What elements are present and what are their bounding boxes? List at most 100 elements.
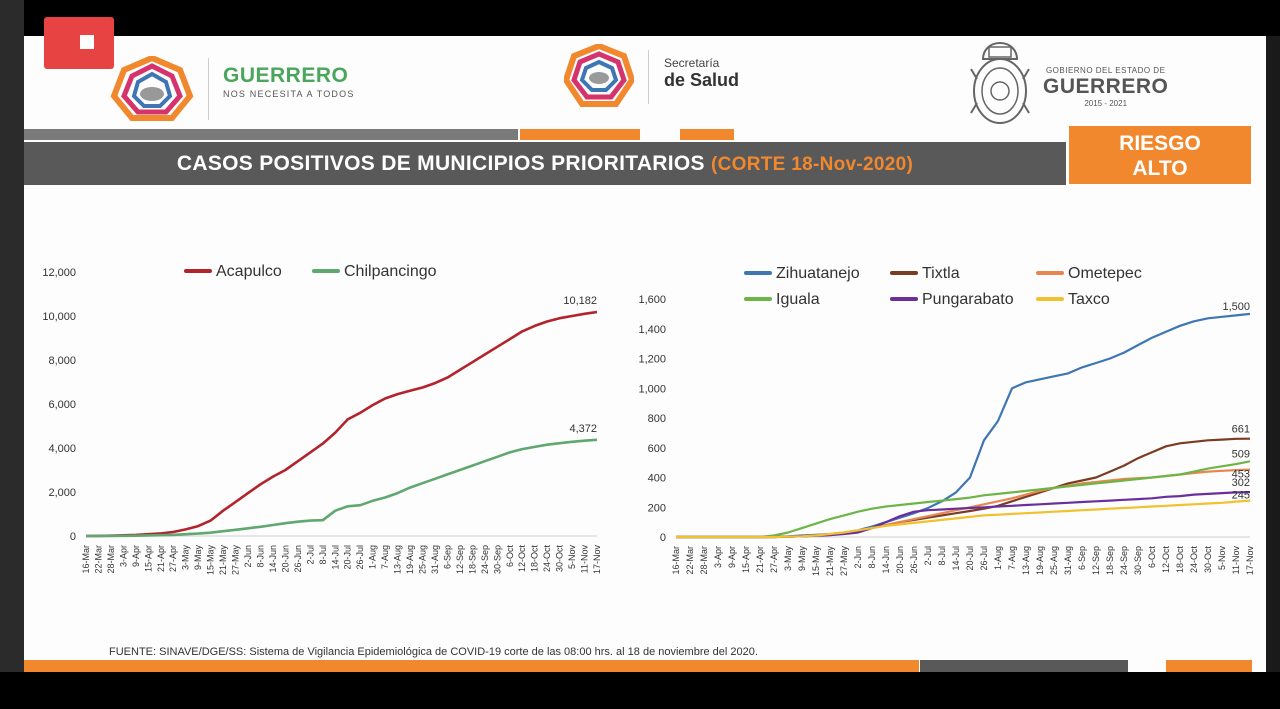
x-tick-label: 14-Jun xyxy=(268,545,278,573)
legend-label-ometepec: Ometepec xyxy=(1068,265,1142,282)
x-tick-label: 8-Jun xyxy=(867,546,877,569)
x-tick-label: 1-Aug xyxy=(993,546,1003,570)
secretaria-line1: Secretaría xyxy=(664,56,720,70)
y-tick-label: 6,000 xyxy=(48,399,76,411)
end-label-tixtla: 661 xyxy=(1232,424,1250,436)
x-tick-label: 21-May xyxy=(218,545,228,576)
video-right-bar xyxy=(1266,36,1280,672)
x-tick-label: 27-Apr xyxy=(168,545,178,572)
x-tick-label: 8-Jun xyxy=(255,545,265,568)
x-tick-label: 9-May xyxy=(797,546,807,572)
gobierno-line1: GOBIERNO DEL ESTADO DE xyxy=(1045,66,1166,75)
x-tick-label: 21-May xyxy=(825,546,835,577)
end-label-chilpancingo: 4,372 xyxy=(569,423,597,435)
x-tick-label: 2-Jul xyxy=(923,546,933,566)
x-tick-label: 2-Jun xyxy=(243,545,253,568)
x-tick-label: 26-Jul xyxy=(355,545,365,570)
x-tick-label: 2-Jun xyxy=(853,546,863,569)
x-tick-label: 7-Aug xyxy=(1007,546,1017,570)
brand-title: GUERRERO xyxy=(223,64,349,87)
x-tick-label: 14-Jul xyxy=(330,545,340,570)
x-tick-label: 6-Oct xyxy=(1147,546,1157,569)
series-line-chilpancingo xyxy=(86,438,598,538)
source-note: FUENTE: SINAVE/DGE/SS: Sistema de Vigila… xyxy=(109,646,758,658)
risk-badge: RIESGO ALTO xyxy=(1067,124,1253,186)
deco-bar-orange-1 xyxy=(520,129,640,140)
footer-bar-orange-2 xyxy=(1166,660,1252,672)
video-left-bar xyxy=(0,0,24,709)
x-tick-label: 15-May xyxy=(206,545,216,576)
x-tick-label: 2-Jul xyxy=(305,545,315,565)
legend-label-taxco: Taxco xyxy=(1068,291,1110,308)
series-line-tixtla xyxy=(676,437,1251,539)
footer-bar-gray xyxy=(920,660,1128,672)
end-label-ometepec: 453 xyxy=(1232,469,1250,481)
title-corte: (CORTE 18-Nov-2020) xyxy=(711,154,914,175)
x-tick-label: 9-May xyxy=(193,545,203,571)
x-tick-label: 12-Oct xyxy=(1161,546,1171,574)
y-tick-label: 800 xyxy=(648,413,666,425)
x-tick-label: 27-May xyxy=(231,545,241,576)
end-label-iguala: 509 xyxy=(1232,448,1250,460)
x-tick-label: 30-Oct xyxy=(1203,546,1213,574)
x-tick-label: 3-May xyxy=(181,545,191,571)
x-tick-label: 3-May xyxy=(783,546,793,572)
x-tick-label: 19-Aug xyxy=(1035,546,1045,575)
x-tick-label: 24-Sep xyxy=(1119,546,1129,575)
y-tick-label: 1,200 xyxy=(638,354,666,366)
brand-subtitle: NOS NECESITA A TODOS xyxy=(223,89,355,99)
x-tick-label: 16-Mar xyxy=(671,546,681,575)
y-tick-label: 4,000 xyxy=(48,443,76,455)
x-tick-label: 8-Jul xyxy=(318,545,328,565)
state-seal-icon xyxy=(970,41,1030,124)
x-tick-label: 28-Mar xyxy=(699,546,709,575)
legend-label-chilpancingo: Chilpancingo xyxy=(344,263,437,280)
x-tick-label: 9-Apr xyxy=(727,546,737,568)
y-tick-label: 0 xyxy=(660,532,666,544)
x-tick-label: 6-Sep xyxy=(1077,546,1087,570)
x-tick-label: 14-Jun xyxy=(881,546,891,574)
x-tick-label: 14-Jul xyxy=(951,546,961,571)
x-tick-label: 6-Oct xyxy=(505,545,515,568)
x-tick-label: 18-Sep xyxy=(467,545,477,574)
x-tick-label: 25-Aug xyxy=(1049,546,1059,575)
gobierno-line2: GUERRERO xyxy=(1043,75,1169,98)
x-tick-label: 15-Apr xyxy=(741,546,751,573)
x-tick-label: 6-Sep xyxy=(442,545,452,569)
x-tick-label: 11-Nov xyxy=(1231,546,1241,575)
x-tick-label: 11-Nov xyxy=(580,545,590,574)
x-tick-label: 30-Sep xyxy=(1133,546,1143,575)
x-tick-label: 13-Aug xyxy=(393,545,403,574)
header-divider xyxy=(208,58,209,120)
x-tick-label: 21-Apr xyxy=(156,545,166,572)
record-button[interactable] xyxy=(44,17,114,69)
x-tick-label: 5-Nov xyxy=(567,545,577,570)
x-tick-label: 27-Apr xyxy=(769,546,779,573)
x-tick-label: 12-Oct xyxy=(517,545,527,573)
x-tick-label: 20-Jul xyxy=(343,545,353,570)
gobierno-label: GOBIERNO DEL ESTADO DE GUERRERO 2015 - 2… xyxy=(1043,66,1168,108)
series-line-zihuatanejo xyxy=(676,312,1251,539)
video-bottom-bar xyxy=(0,672,1280,709)
gobierno-line3: 2015 - 2021 xyxy=(1084,99,1128,108)
series-line-iguala xyxy=(676,460,1251,539)
x-tick-label: 26-Jul xyxy=(979,546,989,571)
legend-label-pungarabato: Pungarabato xyxy=(922,291,1014,308)
video-top-bar xyxy=(0,0,1280,36)
x-tick-label: 20-Jul xyxy=(965,546,975,571)
y-tick-label: 600 xyxy=(648,443,666,455)
x-tick-label: 15-May xyxy=(811,546,821,577)
x-tick-label: 18-Oct xyxy=(1175,546,1185,574)
x-tick-label: 12-Sep xyxy=(455,545,465,574)
deco-bar-orange-2 xyxy=(680,129,734,140)
x-tick-label: 27-May xyxy=(839,546,849,577)
x-tick-label: 1-Aug xyxy=(368,545,378,569)
x-tick-label: 8-Jul xyxy=(937,546,947,566)
x-tick-label: 5-Nov xyxy=(1217,546,1227,571)
title-band xyxy=(24,142,1066,185)
x-tick-label: 24-Oct xyxy=(542,545,552,573)
y-tick-label: 10,000 xyxy=(42,311,76,323)
y-tick-label: 400 xyxy=(648,473,666,485)
series-line-acapulco xyxy=(85,310,598,538)
header-divider-mid xyxy=(648,50,649,104)
